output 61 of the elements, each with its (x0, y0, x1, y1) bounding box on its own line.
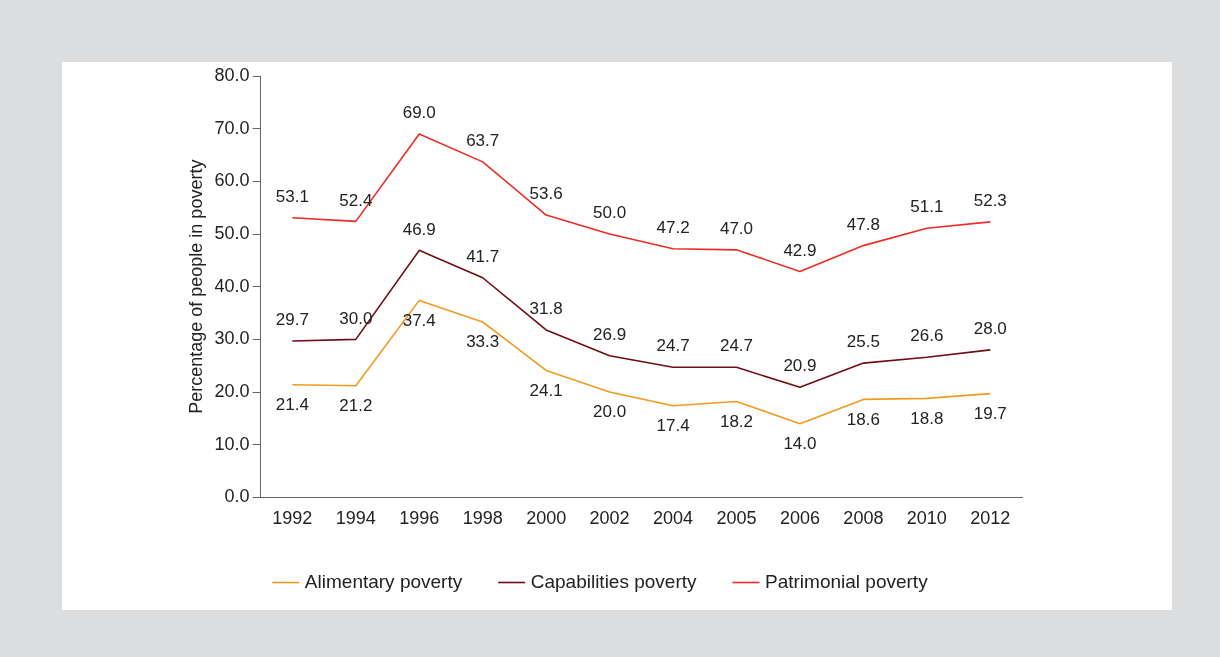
x-tick-label: 1994 (335, 508, 376, 529)
data-label: 47.0 (719, 219, 754, 239)
y-tick-label: 50.0 (214, 222, 250, 243)
y-tick-label: 20.0 (214, 381, 250, 402)
data-label: 26.9 (593, 324, 627, 344)
data-label: 53.1 (275, 186, 309, 206)
x-tick-label: 2006 (779, 508, 820, 529)
data-label: 20.0 (593, 402, 627, 422)
data-label: 26.6 (910, 326, 944, 346)
y-axis-title: Percentage of people in poverty (185, 159, 206, 414)
data-label: 33.3 (466, 332, 500, 352)
data-label: 24.7 (656, 336, 690, 356)
data-label: 63.7 (466, 131, 500, 151)
data-label: 18.8 (910, 408, 944, 428)
data-label: 17.4 (656, 415, 690, 435)
x-tick-label: 1996 (399, 508, 440, 529)
y-tick-label: 10.0 (214, 433, 250, 454)
y-tick-label: 0.0 (224, 486, 250, 507)
x-tick-label: 2012 (970, 508, 1011, 529)
data-label: 24.1 (529, 380, 563, 400)
y-tick-label: 70.0 (214, 117, 250, 138)
data-label: 41.7 (466, 246, 500, 266)
data-label: 21.4 (275, 394, 309, 414)
data-label: 14.0 (783, 433, 817, 453)
data-label: 53.6 (529, 184, 563, 204)
x-tick-label: 2004 (653, 508, 694, 529)
x-tick-label: 2000 (526, 508, 567, 529)
data-label: 18.6 (846, 409, 880, 429)
data-label: 18.2 (719, 411, 754, 431)
data-label: 46.9 (402, 219, 436, 239)
data-label: 20.9 (783, 356, 817, 376)
y-tick-label: 60.0 (214, 170, 250, 191)
y-tick-label: 30.0 (214, 328, 250, 349)
data-label: 37.4 (402, 310, 436, 330)
x-tick-label: 2010 (906, 508, 947, 529)
data-label: 47.2 (656, 217, 690, 237)
legend-label: Capabilities poverty (530, 570, 698, 592)
data-label: 50.0 (593, 203, 627, 223)
data-label: 42.9 (783, 240, 817, 260)
data-label: 24.7 (719, 336, 754, 356)
y-tick-label: 80.0 (214, 64, 250, 85)
x-tick-label: 2008 (843, 508, 884, 529)
x-tick-label: 1992 (272, 508, 313, 529)
data-label: 30.0 (339, 308, 373, 328)
data-label: 29.7 (275, 310, 309, 330)
data-label: 21.2 (339, 395, 373, 415)
data-label: 28.0 (973, 319, 1007, 339)
data-label: 47.8 (846, 214, 880, 234)
data-label: 25.5 (846, 332, 880, 352)
data-label: 52.3 (973, 191, 1007, 211)
y-tick-label: 40.0 (214, 275, 250, 296)
data-label: 52.4 (339, 190, 373, 210)
data-label: 19.7 (973, 403, 1007, 423)
data-label: 69.0 (402, 103, 436, 123)
data-label: 31.8 (529, 299, 563, 319)
legend-label: Alimentary poverty (304, 570, 463, 592)
data-label: 51.1 (910, 197, 944, 217)
x-tick-label: 1998 (462, 508, 503, 529)
x-tick-label: 2002 (589, 508, 630, 529)
legend-label: Patrimonial poverty (765, 570, 929, 592)
x-tick-label: 2005 (716, 508, 757, 529)
